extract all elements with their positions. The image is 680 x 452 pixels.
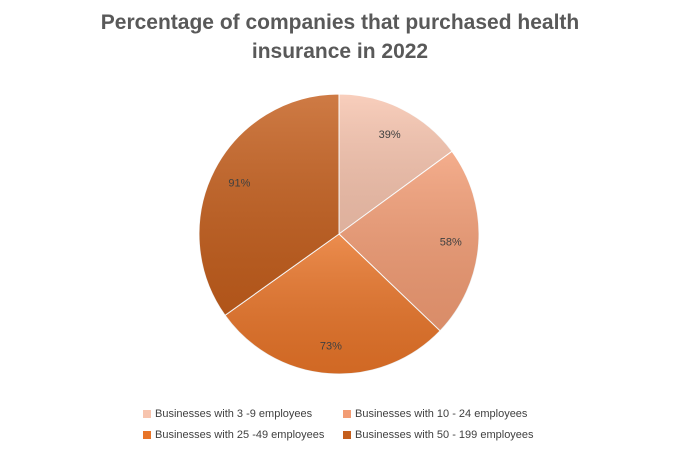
pie-slice-shading xyxy=(225,234,441,374)
pie-slice-shading xyxy=(339,151,479,331)
data-label: 91% xyxy=(228,178,250,190)
legend: Businesses with 3 -9 employees Businesse… xyxy=(143,406,563,442)
data-label: 58% xyxy=(440,236,462,248)
legend-swatch xyxy=(343,430,351,439)
legend-item: Businesses with 3 -9 employees xyxy=(143,406,343,421)
legend-item: Businesses with 10 - 24 employees xyxy=(343,406,563,421)
chart-title: Percentage of companies that purchased h… xyxy=(100,11,580,63)
legend-label: Businesses with 3 -9 employees xyxy=(155,407,313,420)
legend-item: Businesses with 50 - 199 employees xyxy=(343,427,563,442)
legend-label: Businesses with 10 - 24 employees xyxy=(355,407,528,420)
pie-slice-shading xyxy=(339,94,452,234)
legend-label: Businesses with 50 - 199 employees xyxy=(355,428,534,441)
legend-label: Businesses with 25 -49 employees xyxy=(155,428,325,441)
legend-swatch xyxy=(143,430,151,439)
legend-swatch xyxy=(143,409,151,418)
legend-swatch xyxy=(343,409,351,418)
pie-slice-shading xyxy=(198,94,339,316)
legend-item: Businesses with 25 -49 employees xyxy=(143,427,343,442)
data-label: 39% xyxy=(379,129,401,141)
data-label: 73% xyxy=(320,341,342,353)
